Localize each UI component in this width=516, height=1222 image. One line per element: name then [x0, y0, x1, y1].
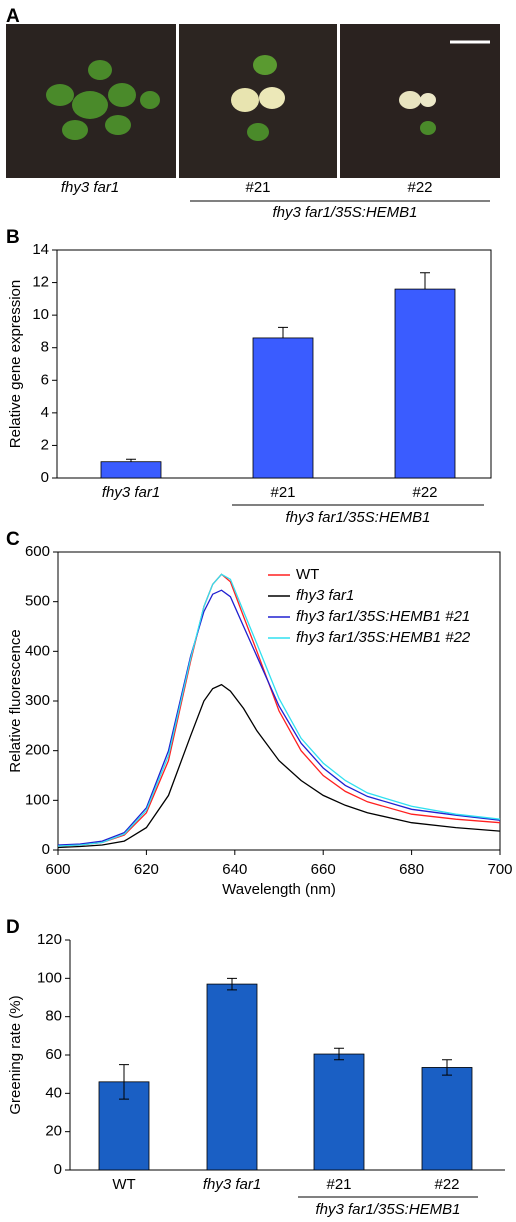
panel-label: C [6, 529, 20, 550]
panel-label: A [6, 6, 20, 27]
photo-caption: #21 [245, 179, 270, 196]
y-tick-label: 4 [41, 404, 49, 421]
y-tick-label: 200 [25, 742, 50, 759]
line-series [57, 589, 501, 846]
seedling [399, 40, 490, 135]
error-bar [442, 1059, 452, 1076]
error-bar [119, 1064, 129, 1100]
y-tick-label: 100 [25, 791, 50, 808]
seedling [231, 55, 285, 141]
y-tick-label: 0 [42, 841, 50, 858]
panel-label: B [6, 227, 20, 248]
x-tick-label: #21 [326, 1176, 351, 1193]
error-bar [420, 272, 430, 290]
legend-label: fhy3 far1 [296, 587, 354, 604]
seedling [46, 60, 160, 140]
line-series [57, 573, 501, 847]
y-tick-label: 500 [25, 593, 50, 610]
legend-label: WT [296, 566, 319, 583]
y-tick-label: 20 [45, 1123, 62, 1140]
bar [421, 1067, 473, 1171]
y-tick-label: 120 [37, 931, 62, 948]
error-bar [334, 1047, 344, 1061]
y-tick-label: 600 [25, 543, 50, 560]
y-tick-label: 60 [45, 1046, 62, 1063]
panel-label: D [6, 917, 20, 938]
y-tick-label: 80 [45, 1008, 62, 1025]
bar [313, 1053, 365, 1171]
bar [206, 983, 258, 1171]
x-tick-label: #21 [270, 484, 295, 501]
y-tick-label: 8 [41, 339, 49, 356]
y-tick-label: 100 [37, 969, 62, 986]
error-bar [126, 458, 136, 462]
y-tick-label: 40 [45, 1084, 62, 1101]
group-label: fhy3 far1/35S:HEMB1 [285, 509, 430, 526]
group-label: fhy3 far1/35S:HEMB1 [315, 1201, 460, 1218]
x-tick-label: #22 [412, 484, 437, 501]
x-tick-label: fhy3 far1 [203, 1176, 261, 1193]
y-tick-label: 10 [32, 306, 49, 323]
x-tick-label: WT [112, 1176, 135, 1193]
y-tick-label: 0 [41, 469, 49, 486]
x-tick-label: 660 [311, 861, 336, 878]
y-axis-title: Relative gene expression [7, 280, 24, 448]
group-label: fhy3 far1/35S:HEMB1 [272, 204, 417, 221]
y-axis-title: Greening rate (%) [7, 995, 24, 1114]
legend-label: fhy3 far1/35S:HEMB1 #21 [296, 608, 470, 625]
x-tick-label: 620 [134, 861, 159, 878]
x-tick-label: 600 [45, 861, 70, 878]
bar [394, 288, 456, 479]
photo-caption: fhy3 far1 [61, 179, 119, 196]
y-tick-label: 14 [32, 241, 49, 258]
y-tick-label: 2 [41, 436, 49, 453]
photo-group [6, 24, 500, 178]
x-tick-label: 640 [222, 861, 247, 878]
x-tick-label: #22 [434, 1176, 459, 1193]
y-tick-label: 6 [41, 371, 49, 388]
photo-caption: #22 [407, 179, 432, 196]
line-series [57, 683, 501, 849]
error-bar [278, 326, 288, 338]
x-axis-title: Wavelength (nm) [222, 881, 336, 898]
y-tick-label: 300 [25, 692, 50, 709]
error-bar [227, 977, 237, 991]
plot-frame [57, 551, 501, 851]
bar [100, 461, 162, 479]
bar [252, 337, 314, 479]
x-tick-label: fhy3 far1 [102, 484, 160, 501]
y-tick-label: 400 [25, 642, 50, 659]
x-tick-label: 680 [399, 861, 424, 878]
y-tick-label: 0 [54, 1161, 62, 1178]
y-axis-title: Relative fluorescence [7, 629, 24, 772]
y-tick-label: 12 [32, 274, 49, 291]
x-tick-label: 700 [487, 861, 512, 878]
legend-label: fhy3 far1/35S:HEMB1 #22 [296, 629, 471, 646]
line-series [57, 573, 501, 847]
